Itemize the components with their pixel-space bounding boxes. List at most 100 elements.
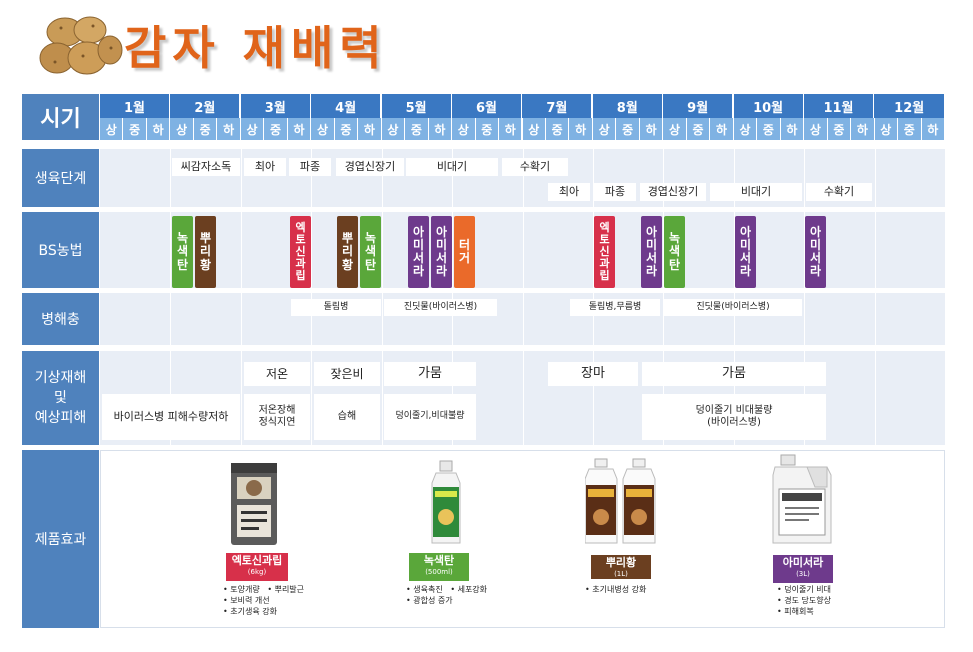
bs-tag-char: 엑 <box>599 220 610 234</box>
weather-drought: 가뭄 <box>384 362 476 386</box>
bs-tag-char: 탄 <box>668 257 681 272</box>
title-area: 감자 재배력 <box>30 6 410 84</box>
subdivision-cell: 상 <box>663 118 687 140</box>
product-name: 엑토신과립 <box>231 554 283 567</box>
subdivision-cell: 하 <box>428 118 453 140</box>
month-divider <box>522 212 524 288</box>
label-weather-line-2: 및 <box>54 389 67 406</box>
subdivision-cell: 하 <box>639 118 664 140</box>
label-product: 제품효과 <box>22 450 99 628</box>
subdivision-cell: 상 <box>452 118 476 140</box>
month-divider <box>170 149 172 207</box>
bs-tag-char: 서 <box>809 251 822 265</box>
subdivision-cell: 하 <box>217 118 241 140</box>
month-divider <box>663 149 665 207</box>
label-pest: 병해충 <box>22 293 99 345</box>
growth-stage-stem-growth: 경엽신장기 <box>336 158 404 176</box>
subdivision-cell: 하 <box>710 118 734 140</box>
month-divider <box>592 351 594 445</box>
product-size: (1L) <box>614 569 628 578</box>
month-5: 5월 <box>381 94 452 118</box>
month-divider <box>522 293 524 345</box>
month-9: 9월 <box>663 94 734 118</box>
bs-tag-char: 아 <box>739 224 752 239</box>
label-weather-line-1: 기상재해 <box>34 369 87 386</box>
damage-wet: 습해 <box>314 394 380 440</box>
month-12: 12월 <box>874 94 945 118</box>
product-name: 녹색탄 <box>423 554 455 567</box>
bs-tag-char: 립 <box>295 269 306 283</box>
month-divider <box>874 212 876 288</box>
subdivision-cell: 중 <box>827 118 852 140</box>
growth-stage-harvest: 수확기 <box>502 158 568 176</box>
weather-frequent-rain: 잦은비 <box>314 362 380 386</box>
bs-tag-char: 색 <box>668 244 681 259</box>
bs-tag-char: 미 <box>435 237 448 252</box>
bs-tag-char: 탄 <box>364 257 377 272</box>
bs-tag-char: 신 <box>295 244 306 258</box>
subdivision-cell: 중 <box>686 118 711 140</box>
pest-blight-softrot: 돌림병,무름병 <box>570 299 660 316</box>
bs-tag-char: 서 <box>412 251 425 265</box>
product-effects-amiseora: • 덩이줄기 비대 • 경도 당도향상 • 피해회복 <box>777 585 831 616</box>
subdivision-cell: 하 <box>287 118 312 140</box>
month-2: 2월 <box>170 94 241 118</box>
bs-tag-char: 라 <box>435 264 448 279</box>
bs-tag-char: 아 <box>809 224 822 239</box>
bs-tag-char: 황 <box>341 257 354 272</box>
label-bs: BS농법 <box>22 212 99 288</box>
product-effects-nokseoktan: • 생육촉진 • 세포강화 • 광합성 증가 <box>406 585 488 605</box>
autumn-stage-sprouting: 최아 <box>548 183 590 201</box>
subdivision-cell: 하 <box>146 118 171 140</box>
month-divider <box>381 293 383 345</box>
bs-tag-char: 미 <box>645 237 658 252</box>
month-divider <box>311 351 313 445</box>
month-divider <box>663 293 665 345</box>
month-7: 7월 <box>522 94 593 118</box>
damage-cold-line-2: 정식지연 <box>258 417 296 428</box>
subdivision-cell: 중 <box>123 118 147 140</box>
month-8: 8월 <box>592 94 663 118</box>
bs-tag-char: 엑 <box>295 220 306 234</box>
pest-aphid-virus-autumn: 진딧물(바이러스병) <box>664 299 802 316</box>
autumn-stage-harvest: 수확기 <box>806 183 872 201</box>
bs-tag-char: 라 <box>645 264 658 279</box>
product-jug-icon <box>772 454 832 544</box>
subdivision-cell: 중 <box>405 118 429 140</box>
subdivision-cell: 상 <box>100 118 124 140</box>
growth-stage-seed-disinfect: 씨감자소독 <box>172 158 240 176</box>
bs-tag-char: 서 <box>645 251 658 265</box>
bs-tag-char: 미 <box>412 237 425 252</box>
damage-autumn-line-1: 덩이줄기 비대불량 <box>695 404 773 416</box>
growth-stage-enlarge: 비대기 <box>406 158 498 176</box>
subdivision-cell: 상 <box>381 118 406 140</box>
month-divider <box>733 212 735 288</box>
month-11: 11월 <box>804 94 874 118</box>
month-4: 4월 <box>311 94 382 118</box>
month-header-row: 1월 2월 3월 4월 5월 6월 7월 8월 9월 10월 11월 12월 <box>100 94 945 118</box>
product-size: (500ml) <box>425 567 453 576</box>
month-divider <box>311 212 313 288</box>
autumn-stage-enlarge: 비대기 <box>710 183 802 201</box>
month-divider <box>592 293 594 345</box>
damage-autumn-line-2: (바이러스병) <box>707 417 761 428</box>
product-label-ppurihwang: 뿌리황 (1L) <box>591 555 651 579</box>
month-divider <box>170 293 172 345</box>
subdivision-cell: 상 <box>804 118 828 140</box>
subdivision-cell: 상 <box>592 118 617 140</box>
label-period: 시기 <box>22 94 99 140</box>
subdivision-cell: 상 <box>874 118 899 140</box>
product-area: 엑토신과립 (6kg) • 토양개량 • 뿌리발근 • 보비력 개선 • 초기생… <box>100 450 945 628</box>
product-label-nokseoktan: 녹색탄 (500ml) <box>409 553 469 581</box>
subdivision-cell: 하 <box>358 118 382 140</box>
bs-tag-char: 신 <box>599 244 610 258</box>
pest-late-blight: 돌림병 <box>291 299 381 316</box>
label-growth: 생육단계 <box>22 149 99 207</box>
bs-tag-char: 터 <box>458 237 471 252</box>
weather-low-temp: 저온 <box>244 362 310 386</box>
